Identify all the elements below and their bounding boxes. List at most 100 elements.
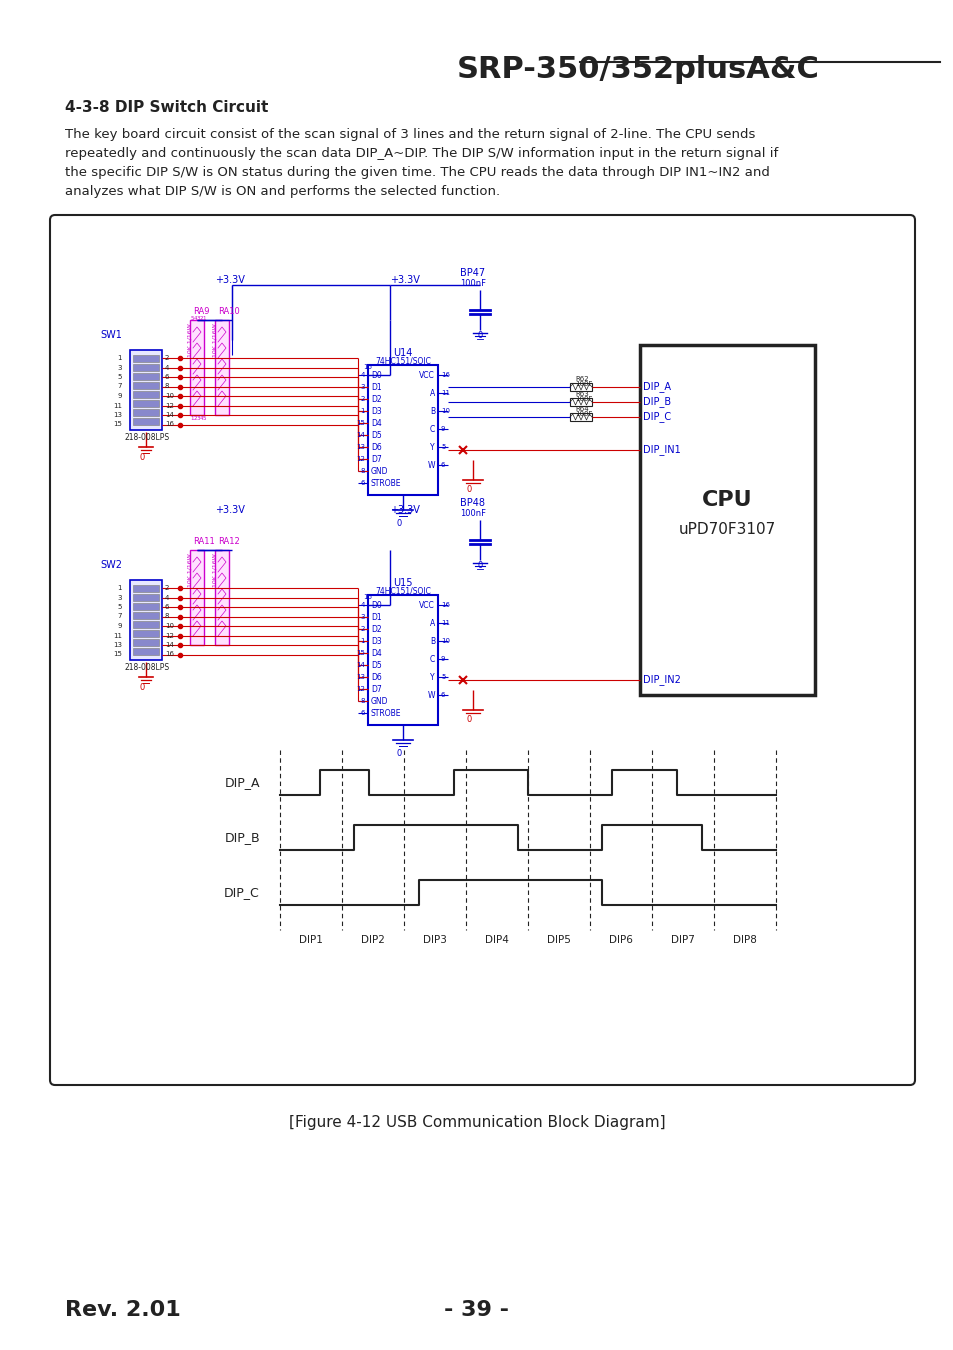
Text: 74HC151/SOIC: 74HC151/SOIC (375, 356, 431, 366)
Bar (132, 603, 159, 610)
Text: 0: 0 (139, 454, 145, 463)
Text: 3: 3 (117, 594, 122, 601)
Bar (132, 400, 159, 406)
Text: 2: 2 (199, 316, 203, 320)
Text: 16: 16 (363, 594, 372, 599)
Text: 14: 14 (355, 662, 365, 668)
Bar (569, 398, 592, 406)
Text: RA12: RA12 (218, 537, 239, 547)
Text: 3: 3 (196, 416, 199, 420)
Text: 1: 1 (202, 316, 206, 320)
Text: 100F: 100F (575, 410, 592, 417)
Text: D3: D3 (371, 636, 381, 645)
Text: 218-008LPS: 218-008LPS (125, 663, 170, 672)
Text: +3.3V: +3.3V (214, 275, 245, 285)
Text: 5: 5 (190, 316, 193, 320)
Text: R62: R62 (575, 377, 588, 382)
Text: 2: 2 (193, 416, 196, 420)
Text: D5: D5 (371, 431, 381, 440)
Text: B: B (430, 636, 435, 645)
Text: DIP3: DIP3 (422, 936, 446, 945)
Text: 8: 8 (165, 383, 170, 390)
Text: 0: 0 (476, 331, 482, 339)
Text: VCC: VCC (418, 370, 435, 379)
Text: 4: 4 (199, 416, 203, 420)
Text: 4: 4 (360, 602, 365, 608)
Text: RA10: RA10 (218, 308, 239, 316)
Bar (132, 392, 159, 398)
Text: 9: 9 (117, 622, 122, 629)
Bar (132, 594, 159, 601)
Text: uPD70F3107: uPD70F3107 (679, 522, 776, 537)
Text: 8: 8 (360, 468, 365, 474)
Text: DIP_B: DIP_B (224, 832, 260, 844)
Text: DIP1: DIP1 (298, 936, 323, 945)
Bar (132, 630, 159, 637)
Text: CPU: CPU (701, 490, 752, 510)
Bar (132, 355, 159, 362)
Text: 13: 13 (112, 643, 122, 648)
Text: 1: 1 (190, 416, 193, 420)
Text: GND: GND (371, 697, 388, 706)
Text: 0: 0 (395, 748, 401, 757)
Text: 100F: 100F (575, 381, 592, 387)
Text: 10K 1/16W: 10K 1/16W (213, 554, 218, 587)
Text: DIP_C: DIP_C (224, 886, 260, 899)
Text: DIP_C: DIP_C (642, 412, 670, 423)
Text: 12: 12 (165, 402, 173, 409)
Bar (569, 383, 592, 392)
Text: 6: 6 (440, 462, 445, 468)
Bar (368, 364, 437, 495)
Text: 9: 9 (440, 427, 445, 432)
Text: 7: 7 (117, 613, 122, 620)
Text: D2: D2 (371, 625, 381, 633)
Text: 5: 5 (117, 374, 122, 379)
Text: +3.3V: +3.3V (390, 505, 419, 514)
Text: D0: D0 (371, 601, 381, 609)
Bar (190, 320, 204, 414)
Text: D1: D1 (371, 382, 381, 391)
Text: 15: 15 (355, 649, 365, 656)
Text: B: B (430, 406, 435, 416)
Text: 11: 11 (112, 633, 122, 639)
Text: VCC: VCC (418, 601, 435, 609)
Text: DIP_A: DIP_A (642, 382, 670, 393)
Text: 10: 10 (440, 408, 450, 414)
Text: 13: 13 (355, 444, 365, 450)
Text: U15: U15 (393, 578, 413, 589)
Text: 100F: 100F (575, 396, 592, 402)
Text: 10K 1/16W: 10K 1/16W (188, 554, 193, 587)
Text: RA9: RA9 (193, 308, 210, 316)
Text: D6: D6 (371, 443, 381, 451)
Text: 4: 4 (165, 594, 170, 601)
Text: D4: D4 (371, 648, 381, 657)
Text: BP48: BP48 (459, 498, 484, 508)
Text: 6: 6 (360, 710, 365, 716)
Text: 15: 15 (113, 421, 122, 428)
Text: 16: 16 (165, 421, 173, 428)
Text: STROBE: STROBE (371, 709, 401, 717)
Text: 12: 12 (165, 633, 173, 639)
Text: 7: 7 (117, 383, 122, 390)
Text: 3: 3 (196, 316, 199, 320)
Text: Rev. 2.01: Rev. 2.01 (65, 1300, 180, 1320)
Text: 3: 3 (117, 364, 122, 370)
Text: U14: U14 (393, 348, 413, 358)
Text: BP47: BP47 (459, 269, 485, 278)
Text: D3: D3 (371, 406, 381, 416)
Text: DIP_B: DIP_B (642, 397, 670, 408)
Text: 8: 8 (360, 698, 365, 703)
Text: 4: 4 (165, 364, 170, 370)
Text: 1: 1 (360, 639, 365, 644)
Text: DIP_IN1: DIP_IN1 (642, 444, 680, 455)
Text: D7: D7 (371, 455, 381, 463)
Text: 9: 9 (440, 656, 445, 662)
Text: W: W (427, 460, 435, 470)
Text: 15: 15 (113, 652, 122, 657)
Text: 1: 1 (360, 408, 365, 414)
Text: D5: D5 (371, 660, 381, 670)
Text: D0: D0 (371, 370, 381, 379)
Text: 2: 2 (165, 585, 170, 591)
Bar (132, 418, 159, 425)
Text: RA11: RA11 (193, 537, 214, 547)
